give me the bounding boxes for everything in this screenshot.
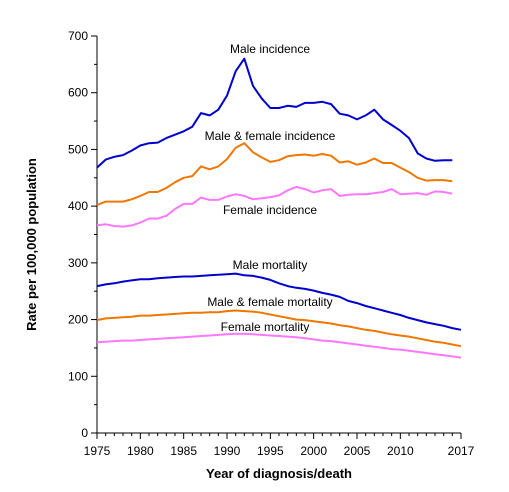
y-axis-ticks: 0 100 200 300 400 500 600 700: [68, 29, 97, 440]
x-tick-label: 1995: [257, 444, 284, 458]
male-and-female-mortality-line: [96, 309, 462, 348]
x-tick-label: 2005: [344, 444, 371, 458]
x-tick-label: 1975: [84, 444, 111, 458]
y-axis-title: Rate per 100,000 population: [24, 158, 39, 331]
x-tick-label: 2000: [300, 444, 327, 458]
y-tick-label: 700: [68, 29, 88, 43]
x-tick-label: 1990: [214, 444, 241, 458]
x-axis-title: Year of diagnosis/death: [206, 466, 352, 481]
x-axis-ticks: 1975 1980 1985 1990 1995 2000 2005 2010 2017: [84, 433, 475, 458]
x-tick-label: 1980: [127, 444, 154, 458]
female-mortality-label: Female mortality: [221, 320, 310, 334]
y-tick-label: 100: [68, 369, 88, 383]
male-mortality-label: Male mortality: [233, 258, 308, 272]
y-tick-label: 0: [81, 426, 88, 440]
female-incidence-label: Female incidence: [223, 203, 317, 217]
male-and-female-mortality-label: Male & female mortality: [207, 295, 332, 309]
y-tick-label: 500: [68, 142, 88, 156]
series-lines: [96, 57, 462, 359]
male-and-female-incidence-label: Male & female incidence: [205, 129, 336, 143]
male-incidence-label: Male incidence: [230, 42, 310, 56]
axes: [96, 36, 461, 434]
female-incidence-line: [96, 185, 453, 228]
female-mortality-line: [96, 332, 462, 359]
x-tick-label: 2017: [448, 444, 475, 458]
y-tick-label: 400: [68, 199, 88, 213]
y-tick-label: 200: [68, 313, 88, 327]
x-tick-label: 1985: [170, 444, 197, 458]
male-incidence-line: [96, 57, 453, 169]
y-tick-label: 300: [68, 256, 88, 270]
male-mortality-line: [96, 272, 462, 331]
male-and-female-incidence-line: [96, 142, 453, 206]
y-tick-label: 600: [68, 86, 88, 100]
x-tick-label: 2010: [387, 444, 414, 458]
series-labels: Male incidence Male & female incidence Fem…: [205, 42, 336, 334]
